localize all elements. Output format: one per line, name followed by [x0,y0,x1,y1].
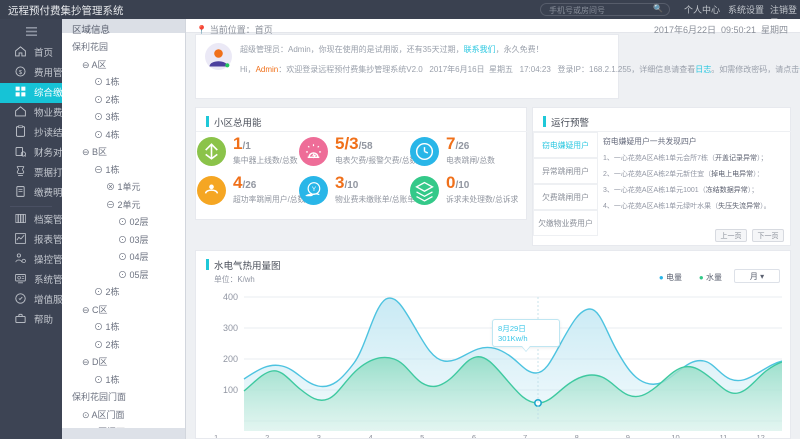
svg-text:Y: Y [312,186,317,193]
svg-text:300: 300 [223,323,238,333]
svg-text:$: $ [19,70,23,76]
svg-text:100: 100 [223,385,238,395]
svg-text:400: 400 [223,292,238,302]
svg-text:200: 200 [223,354,238,364]
